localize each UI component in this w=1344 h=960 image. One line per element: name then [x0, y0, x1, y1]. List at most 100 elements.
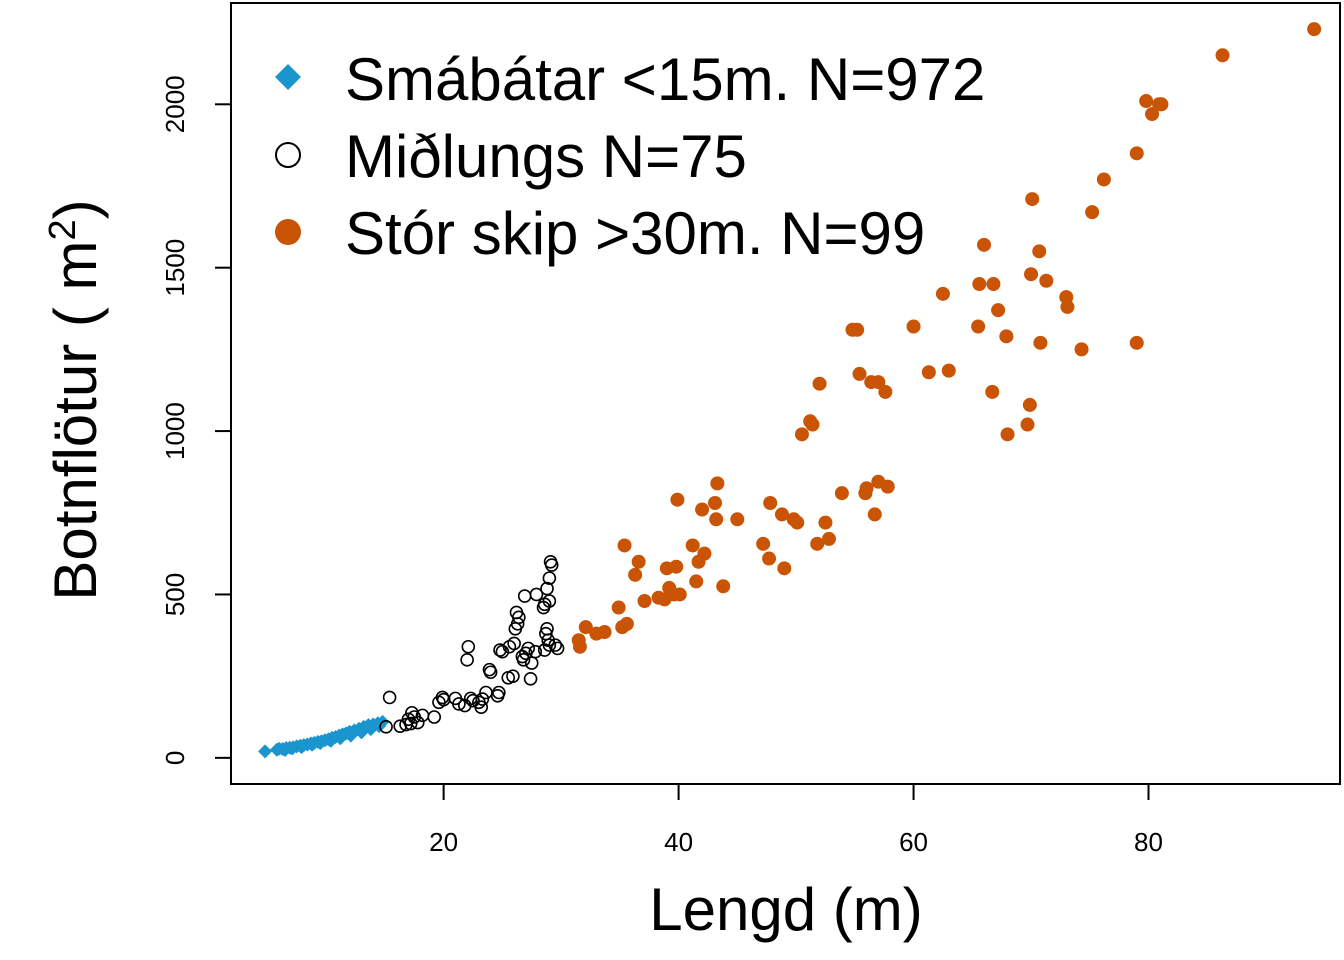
data-point-large-ship — [1020, 417, 1035, 432]
data-point-small-boat — [333, 731, 348, 746]
data-point-large-ship — [777, 561, 792, 576]
data-point-large-ship — [871, 375, 886, 390]
legend-filled-circle-marker — [275, 219, 301, 245]
data-point-large-ship — [617, 538, 632, 553]
data-point-medium-boat — [529, 587, 544, 602]
data-point-large-ship — [971, 319, 986, 334]
data-point-large-ship — [906, 319, 921, 334]
x-tick-label: 40 — [664, 827, 693, 857]
data-point-medium-boat — [550, 641, 565, 656]
data-point-medium-boat — [548, 638, 563, 652]
data-point-medium-boat — [495, 644, 510, 659]
data-point-large-ship — [619, 616, 634, 631]
y-axis-title: Botnflötur ( m2) — [42, 199, 109, 600]
data-point-medium-boat — [461, 639, 476, 654]
x-axis: 20 40 60 80 — [429, 783, 1163, 857]
data-point-medium-boat — [382, 690, 397, 705]
x-tick-label: 20 — [429, 827, 458, 857]
data-point-large-ship — [1024, 267, 1039, 282]
data-point-large-ship — [710, 476, 725, 491]
data-point-large-ship — [763, 495, 778, 510]
data-point-medium-boat — [475, 692, 490, 706]
data-point-large-ship — [921, 365, 936, 380]
data-point-large-ship — [1129, 335, 1144, 350]
data-point-medium-boat — [506, 669, 520, 683]
data-point-large-ship — [1033, 335, 1048, 350]
data-point-medium-boat — [483, 665, 498, 680]
data-point-small-boat — [313, 736, 328, 751]
data-point-medium-boat — [516, 653, 531, 667]
data-point-large-ship — [695, 502, 710, 517]
data-point-small-boat — [285, 741, 300, 756]
data-point-medium-boat — [542, 571, 557, 585]
data-point-medium-boat — [510, 617, 525, 631]
data-point-large-ship — [810, 536, 825, 551]
data-point-large-ship — [878, 384, 893, 399]
data-point-large-ship — [637, 594, 652, 609]
data-point-large-ship — [1074, 342, 1089, 357]
plot-frame — [230, 2, 1341, 785]
legend-label-small: Smábátar <15m. N=972 — [345, 46, 985, 113]
data-point-large-ship — [709, 512, 724, 527]
data-point-medium-boat — [537, 597, 552, 612]
data-point-medium-boat — [410, 715, 425, 730]
data-point-large-ship — [1129, 146, 1144, 161]
data-point-large-ship — [611, 600, 626, 615]
data-point-medium-boat — [474, 700, 489, 715]
data-point-large-ship — [941, 363, 956, 378]
data-point-large-ship — [1039, 273, 1054, 288]
legend: Smábátar <15m. N=972 Miðlungs N=75 Stór … — [275, 46, 985, 267]
data-point-large-ship — [1025, 192, 1040, 207]
data-point-medium-boat — [460, 653, 474, 667]
data-point-medium-boat — [544, 558, 559, 572]
y-tick-label: 500 — [160, 573, 190, 616]
data-point-large-ship — [716, 579, 731, 594]
data-point-large-ship — [859, 481, 874, 496]
data-point-large-ship — [852, 366, 867, 381]
data-point-medium-boat — [521, 641, 536, 656]
data-point-large-ship — [1032, 244, 1047, 259]
data-point-medium-boat — [524, 656, 539, 670]
data-point-medium-boat — [493, 643, 507, 657]
data-point-medium-boat — [542, 638, 557, 652]
data-point-large-ship — [1022, 397, 1037, 412]
data-point-small-boat — [258, 744, 273, 759]
data-point-large-ship — [821, 531, 836, 546]
data-point-large-ship — [794, 427, 809, 442]
legend-label-medium: Miðlungs N=75 — [345, 123, 747, 190]
x-tick-label: 80 — [1134, 827, 1163, 857]
legend-label-large: Stór skip >30m. N=99 — [345, 200, 925, 267]
legend-diamond-marker — [275, 64, 301, 90]
data-point-medium-boat — [512, 610, 526, 625]
legend-open-circle-marker — [275, 142, 301, 168]
data-point-large-ship — [756, 536, 771, 551]
data-point-large-ship — [1145, 107, 1160, 122]
data-point-large-ship — [1215, 48, 1230, 63]
data-point-medium-boat — [452, 697, 466, 711]
data-point-large-ship — [685, 538, 700, 553]
data-point-large-ship — [1307, 22, 1322, 37]
data-point-large-ship — [977, 237, 992, 252]
data-point-large-ship — [1096, 172, 1111, 187]
data-point-medium-boat — [541, 633, 555, 648]
data-point-large-ship — [867, 507, 882, 522]
data-point-large-ship — [818, 515, 833, 530]
data-point-large-ship — [850, 322, 865, 337]
y-axis-title-main: Botnflötur ( m — [42, 241, 109, 601]
data-point-large-ship — [985, 384, 1000, 399]
data-point-large-ship — [572, 639, 587, 654]
data-point-large-ship — [999, 329, 1014, 344]
data-point-medium-boat — [379, 720, 393, 734]
x-tick-label: 60 — [899, 827, 928, 857]
data-point-medium-boat — [427, 710, 442, 724]
data-point-large-ship — [1139, 94, 1154, 109]
data-point-medium-boat — [528, 644, 543, 659]
data-point-medium-boat — [492, 685, 506, 700]
data-point-large-ship — [672, 587, 687, 602]
data-point-large-ship — [628, 567, 643, 582]
data-point-medium-boat — [507, 636, 521, 651]
data-point-large-ship — [669, 559, 684, 574]
data-point-large-ship — [762, 551, 777, 566]
data-point-large-ship — [1085, 205, 1100, 220]
